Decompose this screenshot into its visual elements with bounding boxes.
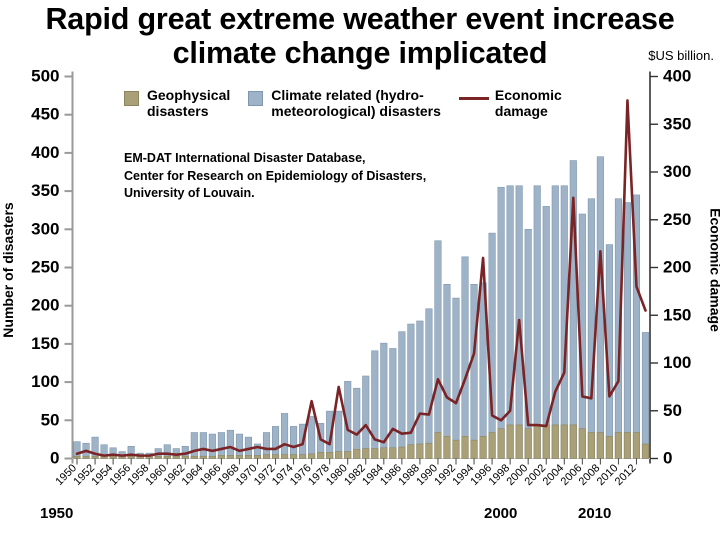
svg-text:300: 300 xyxy=(31,219,59,238)
svg-text:350: 350 xyxy=(663,114,691,133)
svg-text:0: 0 xyxy=(663,449,672,468)
svg-text:250: 250 xyxy=(663,210,691,229)
svg-text:100: 100 xyxy=(31,372,59,391)
svg-text:400: 400 xyxy=(31,143,59,162)
svg-text:100: 100 xyxy=(663,353,691,372)
svg-text:200: 200 xyxy=(663,258,691,277)
svg-text:150: 150 xyxy=(663,305,691,324)
svg-text:300: 300 xyxy=(663,162,691,181)
svg-text:250: 250 xyxy=(31,258,59,277)
svg-text:0: 0 xyxy=(50,449,59,468)
svg-text:350: 350 xyxy=(31,181,59,200)
svg-text:450: 450 xyxy=(31,105,59,124)
svg-text:50: 50 xyxy=(663,401,682,420)
svg-text:2012: 2012 xyxy=(613,462,639,488)
svg-text:150: 150 xyxy=(31,334,59,353)
svg-text:200: 200 xyxy=(31,296,59,315)
svg-text:50: 50 xyxy=(41,410,60,429)
